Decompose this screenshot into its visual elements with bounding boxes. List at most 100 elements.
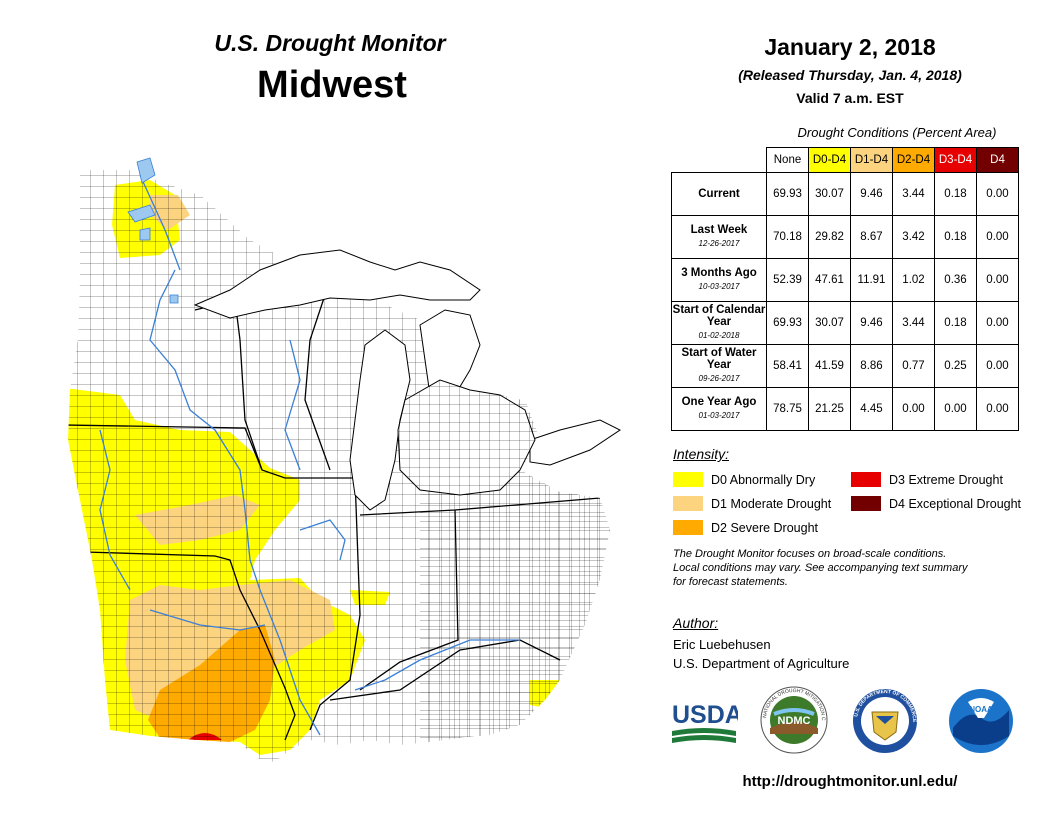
- row-label: 3 Months Ago: [681, 267, 757, 279]
- table-row: Start of Water Year 09-26-2017 58.41 41.59 8…: [671, 344, 1019, 388]
- percent-value: 8.86: [850, 344, 893, 388]
- percent-value: 0.00: [976, 215, 1019, 259]
- percent-value: 0.00: [976, 301, 1019, 345]
- legend-item-d4: D4 Exceptional Drought: [851, 496, 1021, 511]
- drought-statistics-table: None D0-D4 D1-D4 D2-D4 D3-D4 D4 Current 69.93 3…: [671, 147, 1019, 431]
- product-title: U.S. Drought Monitor: [214, 30, 446, 56]
- author-organization: U.S. Department of Agriculture: [673, 656, 850, 671]
- row-label: Start of Water Year: [681, 347, 757, 371]
- percent-value: 0.18: [934, 215, 977, 259]
- percent-value: 4.45: [850, 387, 893, 431]
- percent-value: 0.18: [934, 301, 977, 345]
- table-row: One Year Ago 01-03-2017 78.75 21.25 4.45 0.00…: [671, 387, 1019, 431]
- department-of-commerce-logo[interactable]: U.S. DEPARTMENT OF COMMERCE: [852, 688, 918, 754]
- legend-item-d0: D0 Abnormally Dry: [673, 472, 815, 487]
- percent-value: 41.59: [808, 344, 851, 388]
- lake-erie: [529, 419, 621, 466]
- legend-heading: Intensity:: [673, 446, 730, 462]
- percent-value: 0.00: [976, 172, 1019, 216]
- note-line: Local conditions may vary. See accompany…: [673, 562, 968, 574]
- percent-value: 0.36: [934, 258, 977, 302]
- column-header: D4: [976, 147, 1019, 173]
- noaa-logo-text: NOAA: [969, 705, 993, 714]
- disclaimer-note: The Drought Monitor focuses on broad-sca…: [673, 547, 1043, 589]
- row-label-cell: Start of Water Year 09-26-2017: [671, 344, 767, 388]
- column-header: D2-D4: [892, 147, 935, 173]
- percent-value: 0.00: [976, 387, 1019, 431]
- table-row: Last Week 12-26-2017 70.18 29.82 8.67 3.42 0.1…: [671, 215, 1019, 259]
- row-label-cell: One Year Ago 01-03-2017: [671, 387, 767, 431]
- table-row: Start of Calendar Year 01-02-2018 69.93 30.…: [671, 301, 1019, 345]
- percent-value: 0.00: [976, 344, 1019, 388]
- legend-label: D1 Moderate Drought: [711, 496, 832, 511]
- d3-swatch: [851, 472, 881, 487]
- usda-logo[interactable]: USDA: [670, 695, 738, 750]
- percent-value: 30.07: [808, 301, 851, 345]
- release-date: (Released Thursday, Jan. 4, 2018): [738, 67, 962, 83]
- row-date: 01-02-2018: [698, 331, 740, 340]
- lake-superior: [193, 249, 481, 319]
- percent-value: 58.41: [766, 344, 809, 388]
- region-title: Midwest: [257, 64, 407, 106]
- column-header: D0-D4: [808, 147, 851, 173]
- legend-label: D4 Exceptional Drought: [889, 496, 1022, 511]
- valid-time: Valid 7 a.m. EST: [796, 90, 904, 106]
- legend-item-d3: D3 Extreme Drought: [851, 472, 1003, 487]
- percent-value: 1.02: [892, 258, 935, 302]
- legend-item-d1: D1 Moderate Drought: [673, 496, 831, 511]
- percent-value: 8.67: [850, 215, 893, 259]
- percent-value: 11.91: [850, 258, 893, 302]
- row-date: 09-26-2017: [698, 374, 740, 383]
- percent-value: 9.46: [850, 172, 893, 216]
- row-label: Start of Calendar Year: [672, 304, 766, 328]
- percent-value: 0.00: [976, 258, 1019, 302]
- row-label-cell: Current: [671, 172, 767, 216]
- lake-huron: [419, 309, 481, 396]
- author-name: Eric Luebehusen: [673, 637, 771, 652]
- row-label-cell: 3 Months Ago 10-03-2017: [671, 258, 767, 302]
- percent-value: 52.39: [766, 258, 809, 302]
- legend-label: D2 Severe Drought: [711, 520, 819, 535]
- table-header-row: None D0-D4 D1-D4 D2-D4 D3-D4 D4: [672, 147, 1019, 173]
- row-label: One Year Ago: [681, 396, 757, 408]
- percent-value: 3.44: [892, 172, 935, 216]
- row-date: 10-03-2017: [698, 282, 740, 291]
- percent-value: 9.46: [850, 301, 893, 345]
- row-label: Current: [698, 188, 740, 200]
- column-header: D1-D4: [850, 147, 893, 173]
- noaa-logo[interactable]: NOAA: [948, 688, 1014, 754]
- percent-value: 0.18: [934, 172, 977, 216]
- percent-value: 0.00: [892, 387, 935, 431]
- legend-item-d2: D2 Severe Drought: [673, 520, 818, 535]
- d4-swatch: [851, 496, 881, 511]
- row-label: Last Week: [690, 224, 748, 236]
- percent-value: 47.61: [808, 258, 851, 302]
- d2-swatch: [673, 520, 703, 535]
- usda-logo-text: USDA: [672, 701, 738, 729]
- percent-value: 3.42: [892, 215, 935, 259]
- website-link[interactable]: http://droughtmonitor.unl.edu/: [742, 773, 958, 790]
- note-line: for forecast statements.: [673, 576, 788, 588]
- author-heading: Author:: [673, 615, 719, 631]
- ndmc-logo[interactable]: NDMC NATIONAL DROUGHT MITIGATION CENTER: [760, 686, 828, 754]
- row-date: 12-26-2017: [698, 239, 740, 248]
- row-label-cell: Start of Calendar Year 01-02-2018: [671, 301, 767, 345]
- percent-value: 21.25: [808, 387, 851, 431]
- percent-value: 3.44: [892, 301, 935, 345]
- d0-swatch: [673, 472, 703, 487]
- row-label-cell: Last Week 12-26-2017: [671, 215, 767, 259]
- lake-michigan: [349, 329, 411, 511]
- map-date: January 2, 2018: [764, 34, 936, 60]
- ndmc-logo-text: NDMC: [778, 715, 811, 727]
- percent-value: 29.82: [808, 215, 851, 259]
- table-row: 3 Months Ago 10-03-2017 52.39 47.61 11.91 1.0…: [671, 258, 1019, 302]
- percent-value: 0.77: [892, 344, 935, 388]
- note-line: The Drought Monitor focuses on broad-sca…: [673, 548, 947, 560]
- percent-value: 78.75: [766, 387, 809, 431]
- drought-map: [68, 157, 621, 762]
- percent-value: 69.93: [766, 301, 809, 345]
- d1-swatch: [673, 496, 703, 511]
- row-date: 01-03-2017: [698, 411, 740, 420]
- table-row: Current 69.93 30.07 9.46 3.44 0.18 0.00: [671, 172, 1019, 216]
- column-header: D3-D4: [934, 147, 977, 173]
